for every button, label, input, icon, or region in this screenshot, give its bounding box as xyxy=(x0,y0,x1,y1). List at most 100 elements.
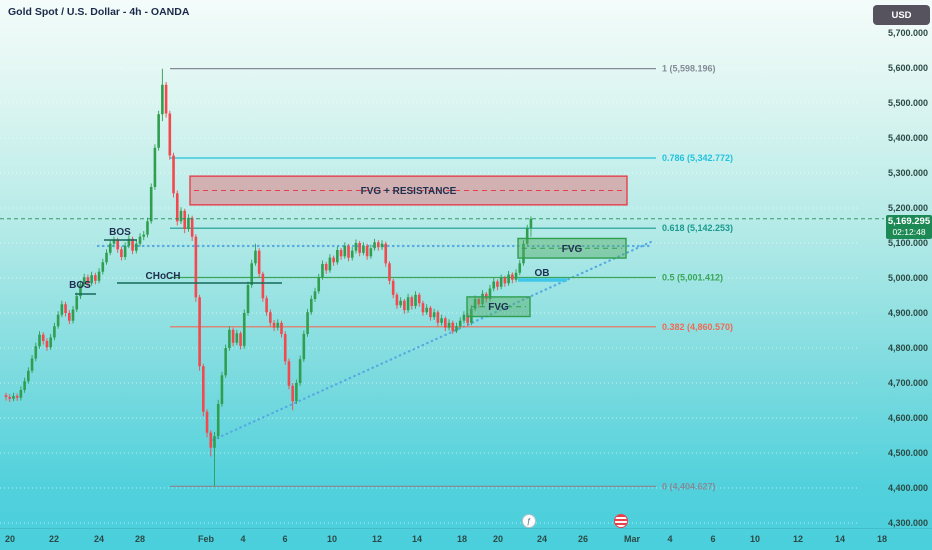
candle-body xyxy=(354,243,358,251)
candle-body xyxy=(343,245,347,257)
candle-body xyxy=(12,395,15,399)
time-axis-label: 14 xyxy=(835,534,845,544)
candle-body xyxy=(391,280,395,295)
price-axis-label: 4,500.000 xyxy=(888,448,928,458)
candle-body xyxy=(116,240,119,250)
time-axis-label: Feb xyxy=(198,534,215,544)
currency-toggle-button[interactable]: USD xyxy=(873,5,930,25)
candle-body xyxy=(261,273,265,299)
candle-body xyxy=(164,84,168,114)
candle-body xyxy=(194,236,198,298)
price-axis-label: 4,300.000 xyxy=(888,518,928,528)
candle-body xyxy=(272,322,276,328)
price-axis-label: 5,400.000 xyxy=(888,133,928,143)
candle-body xyxy=(287,361,291,386)
time-axis-separator xyxy=(0,528,932,529)
time-axis-label: 24 xyxy=(94,534,104,544)
bos-label-upper[interactable]: BOS xyxy=(109,227,131,238)
candle-body xyxy=(108,243,112,253)
candle-body xyxy=(403,300,406,311)
candle-body xyxy=(317,277,321,292)
candle-body xyxy=(406,297,410,311)
candle-body xyxy=(41,334,45,341)
candle-body xyxy=(228,329,231,348)
candle-body xyxy=(187,217,190,229)
candle-body xyxy=(56,314,60,327)
candle-body xyxy=(90,275,93,284)
time-axis-label: 18 xyxy=(877,534,887,544)
candle-body xyxy=(19,390,23,398)
candle-body xyxy=(425,307,428,313)
candle-body xyxy=(23,381,26,390)
time-axis-label: 4 xyxy=(240,534,245,544)
candle-body xyxy=(149,187,153,222)
candle-body xyxy=(417,294,421,304)
candle-body xyxy=(447,322,451,328)
candle-body xyxy=(347,245,350,258)
candle-body xyxy=(388,263,391,281)
candle-body xyxy=(321,264,324,278)
fib-level-label: 0.786 (5,342.772) xyxy=(662,153,733,163)
candle-body xyxy=(332,257,335,263)
candle-body xyxy=(481,293,484,305)
symbol-title: Gold Spot / U.S. Dollar - 4h - OANDA xyxy=(8,6,190,18)
fvg-upper-box-label: FVG xyxy=(562,244,583,255)
time-axis-label: 12 xyxy=(372,534,382,544)
fib-level-label: 0.5 (5,001.412) xyxy=(662,273,723,283)
economic-event-icon[interactable]: ƒ xyxy=(522,514,536,528)
candle-body xyxy=(257,250,261,274)
candle-body xyxy=(444,318,447,328)
candle-body xyxy=(30,358,34,371)
candle-body xyxy=(466,314,469,323)
candle-body xyxy=(511,274,514,280)
time-axis-label: 22 xyxy=(49,534,59,544)
candle-body xyxy=(79,284,82,297)
candle-body xyxy=(127,238,131,246)
candle-body xyxy=(216,404,220,437)
candle-body xyxy=(503,278,507,284)
candle-body xyxy=(198,297,201,367)
candle-body xyxy=(112,240,116,244)
candle-body xyxy=(373,242,376,249)
choch-label[interactable]: CHoCH xyxy=(146,271,181,282)
candle-body xyxy=(265,298,268,313)
candle-body xyxy=(94,275,97,281)
candle-body xyxy=(336,250,339,263)
candle-body xyxy=(518,263,522,273)
candle-body xyxy=(146,221,149,235)
candle-body xyxy=(75,296,79,310)
candle-body xyxy=(280,322,283,334)
time-axis-label: Mar xyxy=(624,534,641,544)
candle-body xyxy=(209,432,213,448)
candle-body xyxy=(34,346,38,359)
candle-body xyxy=(306,312,309,334)
candle-body xyxy=(380,243,384,248)
ob-label[interactable]: OB xyxy=(535,268,550,279)
price-axis-label: 5,300.000 xyxy=(888,168,928,178)
candle-body xyxy=(123,245,127,257)
candle-body xyxy=(220,375,224,404)
candle-body xyxy=(410,297,414,306)
candle-body xyxy=(60,304,64,315)
candle-body xyxy=(496,281,499,287)
candle-body xyxy=(142,234,146,237)
candle-body xyxy=(499,278,503,287)
candle-body xyxy=(101,262,105,272)
candle-body xyxy=(86,277,90,284)
candle-body xyxy=(131,238,134,251)
candle-body xyxy=(239,333,242,346)
bos-label-lower[interactable]: BOS xyxy=(69,280,91,291)
candle-body xyxy=(514,272,518,280)
candle-body xyxy=(525,228,529,244)
candle-body xyxy=(377,242,380,248)
fvg-lower-box-label: FVG xyxy=(488,302,509,313)
time-axis-label: 4 xyxy=(667,534,672,544)
time-axis-label: 6 xyxy=(710,534,715,544)
candle-body xyxy=(269,312,272,323)
candle-body xyxy=(492,281,496,289)
flag-event-icon[interactable] xyxy=(614,514,628,528)
ascending-trendline[interactable] xyxy=(211,239,655,442)
price-axis-label: 4,900.000 xyxy=(888,308,928,318)
candle-body xyxy=(224,348,227,376)
